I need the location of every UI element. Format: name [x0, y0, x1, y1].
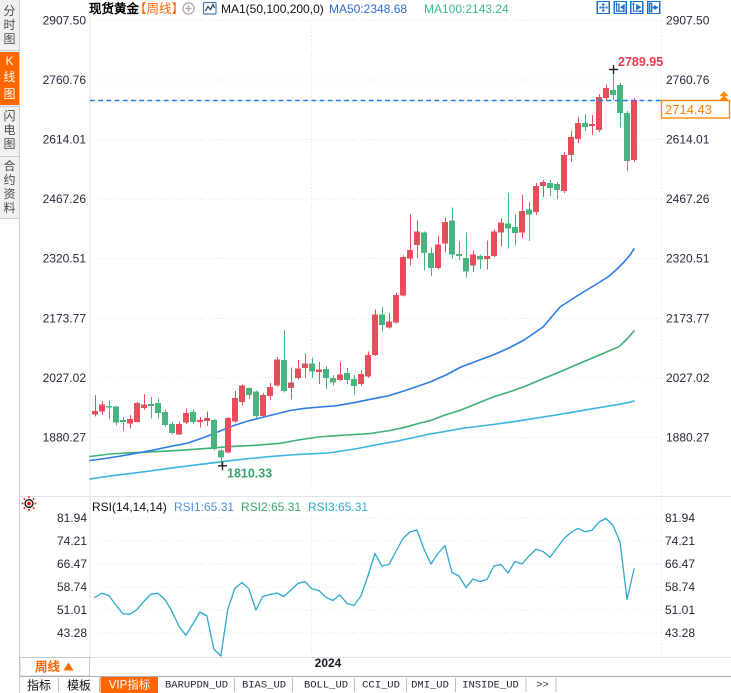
svg-text:MA50:2348.68: MA50:2348.68 [329, 2, 407, 16]
svg-text:2907.50: 2907.50 [43, 14, 87, 28]
svg-text:INSIDE_UD: INSIDE_UD [462, 680, 519, 692]
svg-text:VIP指标: VIP指标 [109, 678, 151, 692]
svg-text:周线: 周线 [35, 659, 61, 674]
svg-text:2760.76: 2760.76 [666, 73, 710, 87]
svg-text:CCI_UD: CCI_UD [362, 680, 400, 692]
svg-text:1810.33: 1810.33 [227, 467, 272, 481]
svg-text:DMI_UD: DMI_UD [411, 680, 449, 692]
svg-text:51.01: 51.01 [57, 603, 87, 617]
svg-text:2024: 2024 [315, 656, 342, 670]
svg-text:1880.27: 1880.27 [666, 430, 710, 444]
svg-text:81.94: 81.94 [665, 511, 695, 525]
svg-text:>>: >> [536, 680, 549, 692]
svg-text:2027.02: 2027.02 [43, 371, 87, 385]
svg-text:【周线】: 【周线】 [134, 2, 184, 16]
svg-text:43.28: 43.28 [665, 626, 695, 640]
svg-text:2467.26: 2467.26 [666, 192, 710, 206]
svg-text:MA1(50,100,200,0): MA1(50,100,200,0) [221, 2, 324, 16]
svg-text:2614.01: 2614.01 [666, 133, 710, 147]
svg-text:模板: 模板 [67, 679, 91, 693]
svg-text:74.21: 74.21 [57, 534, 87, 548]
svg-text:2173.77: 2173.77 [666, 311, 710, 325]
svg-text:2467.26: 2467.26 [43, 192, 87, 206]
svg-text:51.01: 51.01 [665, 603, 695, 617]
svg-text:2760.76: 2760.76 [43, 73, 87, 87]
svg-text:66.47: 66.47 [665, 557, 695, 571]
svg-text:1880.27: 1880.27 [43, 430, 87, 444]
svg-text:指标: 指标 [27, 678, 51, 693]
svg-text:RSI2:65.31: RSI2:65.31 [241, 500, 301, 514]
svg-text:MA100:2143.24: MA100:2143.24 [424, 2, 509, 16]
svg-text:现货黄金: 现货黄金 [89, 1, 140, 16]
svg-text:81.94: 81.94 [57, 511, 87, 525]
svg-text:74.21: 74.21 [665, 534, 695, 548]
svg-text:2714.43: 2714.43 [665, 102, 712, 117]
svg-text:58.74: 58.74 [665, 580, 695, 594]
svg-text:2173.77: 2173.77 [43, 311, 87, 325]
svg-text:2320.51: 2320.51 [666, 252, 710, 266]
svg-text:43.28: 43.28 [57, 626, 87, 640]
svg-text:RSI(14,14,14): RSI(14,14,14) [92, 500, 167, 514]
svg-text:2027.02: 2027.02 [666, 371, 710, 385]
svg-text:2320.51: 2320.51 [43, 252, 87, 266]
svg-text:2614.01: 2614.01 [43, 133, 87, 147]
svg-text:2907.50: 2907.50 [666, 14, 710, 28]
svg-text:RSI3:65.31: RSI3:65.31 [308, 500, 368, 514]
svg-text:66.47: 66.47 [57, 557, 87, 571]
svg-text:BOLL_UD: BOLL_UD [304, 680, 348, 692]
svg-text:2789.95: 2789.95 [618, 55, 663, 69]
svg-text:RSI1:65.31: RSI1:65.31 [174, 500, 234, 514]
svg-text:BIAS_UD: BIAS_UD [242, 680, 286, 692]
svg-text:BARUPDN_UD: BARUPDN_UD [165, 680, 228, 692]
svg-text:58.74: 58.74 [57, 580, 87, 594]
